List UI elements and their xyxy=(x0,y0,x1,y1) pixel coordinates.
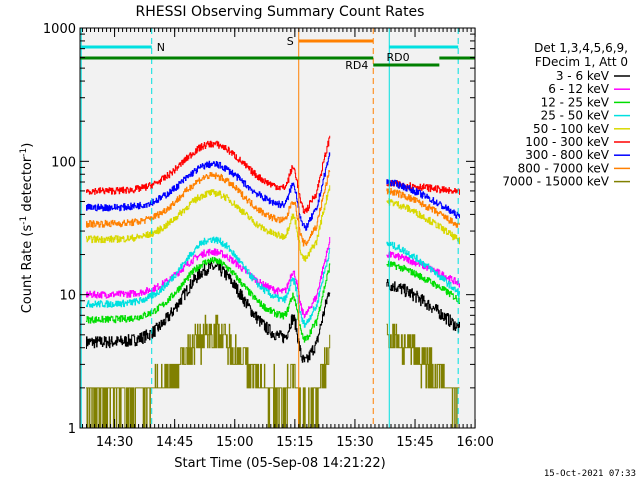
legend-entry-label: 12 - 25 keV xyxy=(541,95,610,109)
legend-entry-label: 100 - 300 keV xyxy=(525,135,609,149)
legend-entry-label: 3 - 6 keV xyxy=(556,69,610,83)
legend-entry-label: 6 - 12 keV xyxy=(548,82,610,96)
legend-entry-label: 50 - 100 keV xyxy=(533,122,610,136)
x-tick-label: 14:30 xyxy=(96,435,133,450)
saa-label: S xyxy=(287,35,294,48)
x-tick-label: 15:30 xyxy=(336,435,373,450)
x-tick-label: 16:00 xyxy=(456,435,493,450)
y-tick-label: 10 xyxy=(59,289,76,304)
y-tick-label: 100 xyxy=(51,155,76,170)
series-line-1-segment-2 xyxy=(386,279,460,333)
series-line-5-segment-1 xyxy=(86,185,331,262)
series-line-2-segment-1 xyxy=(86,237,331,319)
series-line-3-segment-2 xyxy=(386,260,460,304)
legend-entry-label: 25 - 50 keV xyxy=(541,109,610,123)
chart-title: RHESSI Observing Summary Count Rates xyxy=(136,4,425,20)
axes: 1 10 100 1000 14:30 14:45 15:00 15:15 15:30 15:45… xyxy=(43,22,494,450)
plot-frame xyxy=(79,27,476,429)
legend: Det 1,3,4,5,6,9, FDecim 1, Att 0 3 - 6 k… xyxy=(502,41,630,189)
legend-header-line-1: Det 1,3,4,5,6,9, xyxy=(534,41,628,55)
series-line-7-segment-1 xyxy=(86,152,331,231)
series-line-9-segment-2 xyxy=(386,323,460,428)
y-tick-label: 1000 xyxy=(43,22,76,37)
rd0-label: RD0 xyxy=(386,51,409,64)
legend-header-line-2: FDecim 1, Att 0 xyxy=(535,55,628,69)
timestamp: 15-Oct-2021 07:33 xyxy=(544,469,636,479)
x-tick-label: 15:00 xyxy=(216,435,253,450)
series-line-8-segment-2 xyxy=(386,188,460,228)
x-tick-label: 15:45 xyxy=(396,435,433,450)
plot-area xyxy=(79,27,476,429)
series-line-8-segment-1 xyxy=(86,170,331,247)
series-line-6-segment-1 xyxy=(86,135,331,214)
rd4-label: RD4 xyxy=(345,59,368,72)
series-line-9-segment-1 xyxy=(86,314,331,428)
legend-entry-label: 300 - 800 keV xyxy=(525,148,609,162)
legend-entry-label: 800 - 7000 keV xyxy=(518,161,610,175)
legend-entry-label: 7000 - 15000 keV xyxy=(502,175,609,189)
data-curves xyxy=(86,135,460,428)
series-line-3-segment-1 xyxy=(86,256,331,343)
overlay-markers: N S RD4 RD0 xyxy=(80,28,475,428)
series-line-1-segment-1 xyxy=(86,261,331,363)
y-axis-label: Count Rate (s-1 detector-1) xyxy=(19,143,35,314)
series-line-2-segment-2 xyxy=(386,251,460,288)
x-axis-label: Start Time (05-Sep-08 14:21:22) xyxy=(174,456,385,471)
x-tick-label: 14:45 xyxy=(156,435,193,450)
series-line-5-segment-2 xyxy=(386,198,460,245)
y-tick-label: 1 xyxy=(68,422,76,437)
x-tick-label: 15:15 xyxy=(276,435,313,450)
series-line-6-segment-2 xyxy=(386,179,460,195)
night-label: N xyxy=(157,41,165,54)
series-line-7-segment-2 xyxy=(386,179,460,219)
series-line-4-segment-2 xyxy=(386,241,460,298)
series-line-4-segment-1 xyxy=(86,236,331,328)
